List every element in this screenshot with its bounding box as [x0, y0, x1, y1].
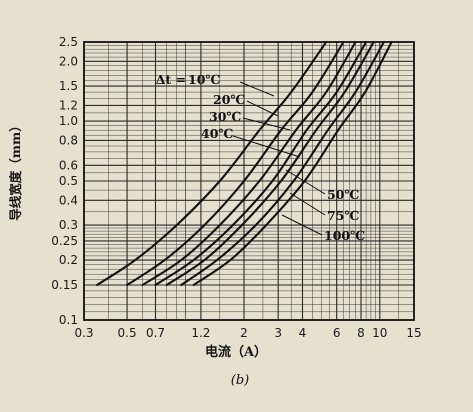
series-label-2: 30℃ [209, 109, 241, 124]
label-leader [239, 81, 275, 97]
y-tick-label: 1.0 [59, 114, 78, 128]
label-leader [246, 100, 279, 117]
y-axis-label: 导线宽度（mm） [8, 119, 23, 220]
series-line-1 [126, 40, 345, 287]
y-tick-label: 0.3 [59, 218, 78, 232]
x-tick-label: 0.3 [74, 326, 93, 340]
y-tick-label: 1.5 [59, 79, 78, 93]
x-tick-label: 0.5 [118, 326, 137, 340]
series-line-0 [95, 40, 328, 287]
grid [83, 41, 415, 321]
label-leader [289, 192, 326, 216]
x-tick-label: 6 [333, 326, 341, 340]
series-line-4 [165, 40, 375, 287]
y-tick-label: 1.2 [59, 98, 78, 112]
y-tick-label: 0.6 [59, 158, 78, 172]
y-tick-label: 0.4 [59, 193, 78, 207]
label-leader [285, 169, 326, 195]
y-tick-label: 0.15 [51, 278, 78, 292]
series-label-6: 100℃ [324, 228, 365, 243]
x-tick-label: 1.2 [191, 326, 210, 340]
label-leader [242, 117, 291, 131]
x-tick-label: 0.7 [146, 326, 165, 340]
y-tick-label: 2.5 [59, 35, 78, 49]
label-leaders [232, 81, 326, 236]
subfigure-label: (b) [231, 373, 249, 388]
y-tick-labels: 2.5 2.0 1.5 1.2 1.0 0.8 0.6 0.5 0.4 0.3 0.25 0.2 0.1… [51, 35, 78, 327]
x-axis-label: 电流（A） [205, 344, 267, 360]
y-tick-label: 2.0 [59, 54, 78, 68]
x-tick-label: 8 [357, 326, 365, 340]
legend-prefix: Δt = [156, 72, 186, 87]
series-line-5 [180, 40, 385, 287]
x-tick-label: 3 [274, 326, 282, 340]
series-label-4: 50℃ [327, 187, 359, 202]
series-label-0: 10℃ [188, 72, 220, 87]
series-label-5: 75℃ [327, 208, 359, 223]
plot-frame [83, 41, 415, 321]
curves [95, 40, 393, 287]
curve-labels: Δt = 10℃ 20℃ 30℃ 40℃ 50℃ 75℃ 100℃ [156, 72, 365, 243]
y-tick-label: 0.8 [59, 133, 78, 147]
x-tick-label: 4 [299, 326, 307, 340]
y-tick-label: 0.25 [51, 234, 78, 248]
x-tick-label: 15 [406, 326, 421, 340]
label-leader [232, 135, 301, 158]
label-leader [281, 214, 323, 236]
series-label-3: 40℃ [201, 126, 233, 141]
y-tick-label: 0.2 [59, 253, 78, 267]
y-tick-label: 0.5 [59, 174, 78, 188]
series-line-2 [141, 40, 357, 287]
series-line-3 [154, 40, 368, 287]
y-tick-label: 0.1 [59, 313, 78, 327]
series-label-1: 20℃ [213, 92, 245, 107]
x-tick-label: 2 [240, 326, 248, 340]
x-tick-label: 10 [372, 326, 387, 340]
x-tick-labels: 0.3 0.5 0.7 1.2 2 3 4 6 8 10 15 [74, 326, 421, 340]
